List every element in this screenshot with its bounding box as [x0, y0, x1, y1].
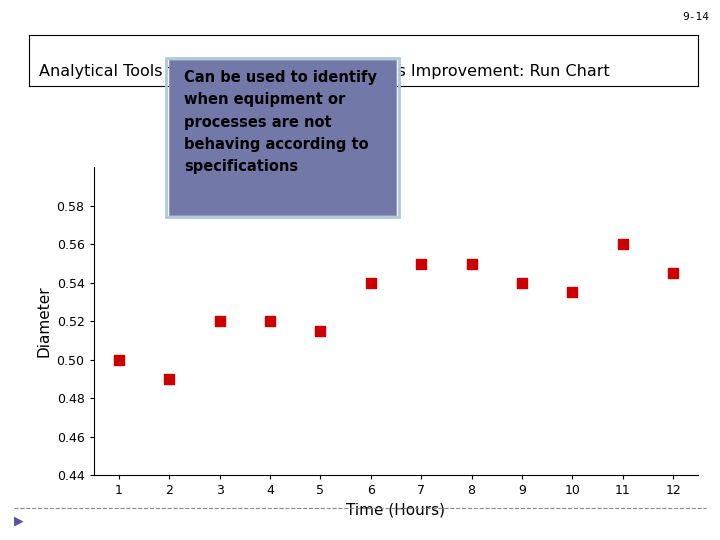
Point	[163, 375, 175, 383]
Point	[113, 355, 125, 364]
Point	[415, 259, 427, 268]
Text: 9-14: 9-14	[683, 12, 709, 22]
Bar	[169, 59, 396, 215]
Point	[516, 279, 528, 287]
Point	[617, 240, 629, 248]
Point	[466, 259, 477, 268]
X-axis label: Time (Hours): Time (Hours)	[346, 503, 446, 518]
Text: Can be used to identify
when equipment or
processes are not
behaving according t: Can be used to identify when equipment o…	[184, 70, 377, 174]
Bar	[166, 58, 399, 217]
Point	[365, 279, 377, 287]
Text: Analytical Tools for Six Sigma and Continuous Improvement: Run Chart: Analytical Tools for Six Sigma and Conti…	[39, 64, 610, 78]
Point	[264, 317, 276, 326]
Point	[567, 288, 578, 297]
Text: ▶: ▶	[14, 515, 24, 528]
Point	[315, 327, 326, 335]
Point	[214, 317, 225, 326]
Point	[667, 269, 679, 278]
Y-axis label: Diameter: Diameter	[36, 286, 51, 357]
